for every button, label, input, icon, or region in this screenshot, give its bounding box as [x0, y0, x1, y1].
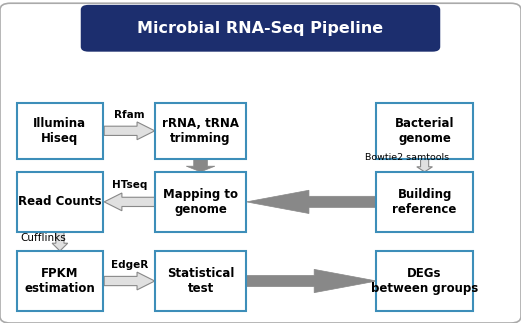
Text: Rfam: Rfam [114, 109, 144, 120]
Text: rRNA, tRNA
trimming: rRNA, tRNA trimming [162, 117, 239, 145]
Text: Bacterial
genome: Bacterial genome [395, 117, 454, 145]
Polygon shape [417, 159, 432, 172]
Text: FPKM
estimation: FPKM estimation [24, 267, 95, 295]
Bar [376, 103, 473, 159]
Polygon shape [52, 232, 68, 251]
Text: Bowtie2 samtools: Bowtie2 samtools [365, 153, 449, 162]
Text: Cufflinks: Cufflinks [21, 233, 67, 243]
Text: DEGs
between groups: DEGs between groups [371, 267, 478, 295]
Text: Microbial RNA-Seq Pipeline: Microbial RNA-Seq Pipeline [138, 21, 383, 36]
Text: Illumina
Hiseq: Illumina Hiseq [33, 117, 86, 145]
Bar [376, 172, 473, 232]
FancyBboxPatch shape [81, 5, 440, 52]
Polygon shape [246, 190, 377, 214]
Polygon shape [104, 122, 155, 140]
Polygon shape [187, 159, 215, 172]
Bar [17, 103, 103, 159]
FancyBboxPatch shape [0, 3, 521, 323]
Bar [376, 251, 473, 311]
Bar [155, 172, 246, 232]
Text: HTseq: HTseq [111, 180, 147, 190]
Bar [155, 251, 246, 311]
Bar [17, 251, 103, 311]
Bar [17, 172, 103, 232]
Text: Read Counts: Read Counts [18, 195, 102, 208]
Polygon shape [104, 272, 155, 290]
Polygon shape [104, 193, 155, 211]
Text: Statistical
test: Statistical test [167, 267, 234, 295]
Text: Building
reference: Building reference [392, 188, 457, 216]
Text: Mapping to
genome: Mapping to genome [163, 188, 238, 216]
Bar [155, 103, 246, 159]
Text: EdgeR: EdgeR [110, 260, 148, 270]
Polygon shape [246, 269, 377, 293]
